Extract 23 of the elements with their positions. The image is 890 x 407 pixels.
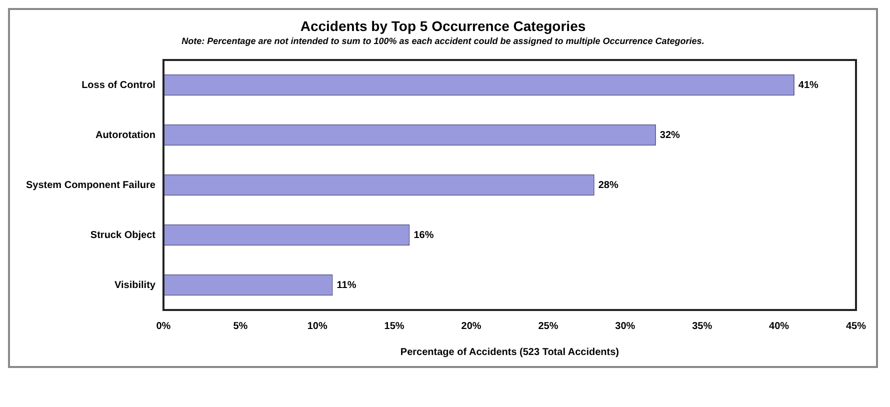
x-tick-label: 20%: [461, 320, 482, 332]
y-tick-label: Autorotation: [95, 130, 156, 141]
y-tick-label: System Component Failure: [26, 180, 156, 191]
data-label: 11%: [336, 280, 356, 291]
x-tick-label: 25%: [538, 320, 558, 332]
x-tick-label: 30%: [615, 320, 636, 332]
data-label: 32%: [660, 130, 680, 141]
data-label: 41%: [798, 80, 819, 91]
chart-title: Accidents by Top 5 Occurrence Categories: [299, 18, 587, 34]
x-tick-label: 45%: [846, 320, 866, 332]
y-tick-label: Visibility: [114, 280, 156, 291]
y-tick-label: Loss of Control: [82, 80, 156, 91]
x-axis-title: Percentage of Accidents (523 Total Accidents): [400, 346, 620, 358]
y-tick-label: Struck Object: [90, 230, 156, 241]
data-label: 28%: [598, 180, 618, 191]
x-tick-label: 0%: [156, 320, 171, 332]
x-tick-label: 10%: [307, 320, 328, 332]
x-tick-label: 35%: [692, 320, 712, 332]
x-tick-label: 15%: [384, 320, 404, 332]
chart-subtitle: Note: Percentage are not intended to sum to 100% as each accident could be assigned to multiple Occurrence Categories.: [180, 36, 706, 46]
x-tick-label: 5%: [233, 320, 248, 332]
x-tick-label: 40%: [769, 320, 790, 332]
data-label: 16%: [414, 230, 434, 241]
